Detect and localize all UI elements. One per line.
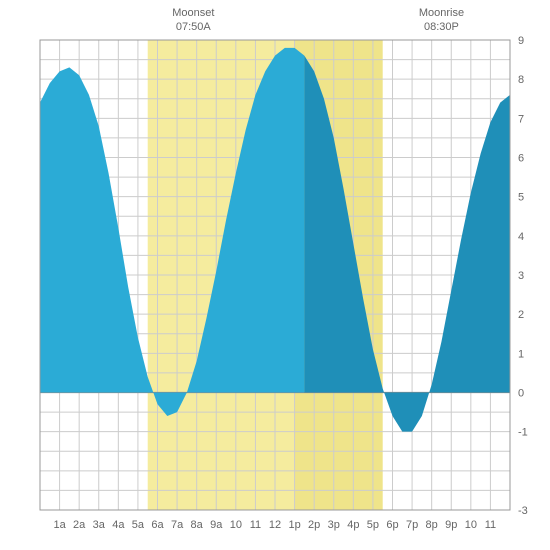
moonset-annotation: Moonset 07:50A [163,6,223,35]
chart-svg: -3-101234567891a2a3a4a5a6a7a8a9a1011121p… [0,0,550,550]
x-tick-label: 4a [112,519,125,531]
x-tick-label: 1p [288,519,300,531]
x-tick-label: 4p [347,519,359,531]
y-tick-label: 3 [518,270,524,282]
y-tick-label: 1 [518,348,524,360]
moonset-time: 07:50A [176,21,211,33]
y-tick-label: -3 [518,505,528,517]
x-tick-label: 10 [465,519,477,531]
x-tick-label: 2p [308,519,320,531]
x-tick-label: 1a [53,519,66,531]
y-tick-label: 8 [518,74,524,86]
x-tick-label: 9p [445,519,457,531]
y-tick-label: 2 [518,309,524,321]
x-tick-label: 10 [230,519,242,531]
x-tick-label: 3a [93,519,106,531]
y-tick-label: 6 [518,153,524,165]
x-tick-label: 11 [250,519,261,531]
y-tick-label: -1 [518,427,528,439]
moonrise-label: Moonrise [419,7,464,19]
moonset-label: Moonset [172,7,214,19]
tide-chart: Moonset 07:50A Moonrise 08:30P -3-101234… [0,0,550,550]
x-tick-label: 6p [386,519,398,531]
x-tick-label: 11 [485,519,496,531]
x-tick-label: 9a [210,519,223,531]
x-tick-label: 8p [426,519,438,531]
x-tick-label: 2a [73,519,86,531]
moonrise-annotation: Moonrise 08:30P [411,6,471,35]
y-tick-label: 9 [518,35,524,47]
y-tick-label: 0 [518,388,524,400]
x-tick-label: 3p [328,519,340,531]
x-tick-label: 5p [367,519,379,531]
x-tick-label: 12 [269,519,281,531]
moonrise-time: 08:30P [424,21,459,33]
x-tick-label: 5a [132,519,145,531]
y-tick-label: 7 [518,113,524,125]
x-tick-label: 7a [171,519,184,531]
y-tick-label: 4 [518,231,524,243]
y-tick-label: 5 [518,192,524,204]
x-tick-label: 6a [151,519,164,531]
x-tick-label: 7p [406,519,418,531]
x-tick-label: 8a [191,519,204,531]
